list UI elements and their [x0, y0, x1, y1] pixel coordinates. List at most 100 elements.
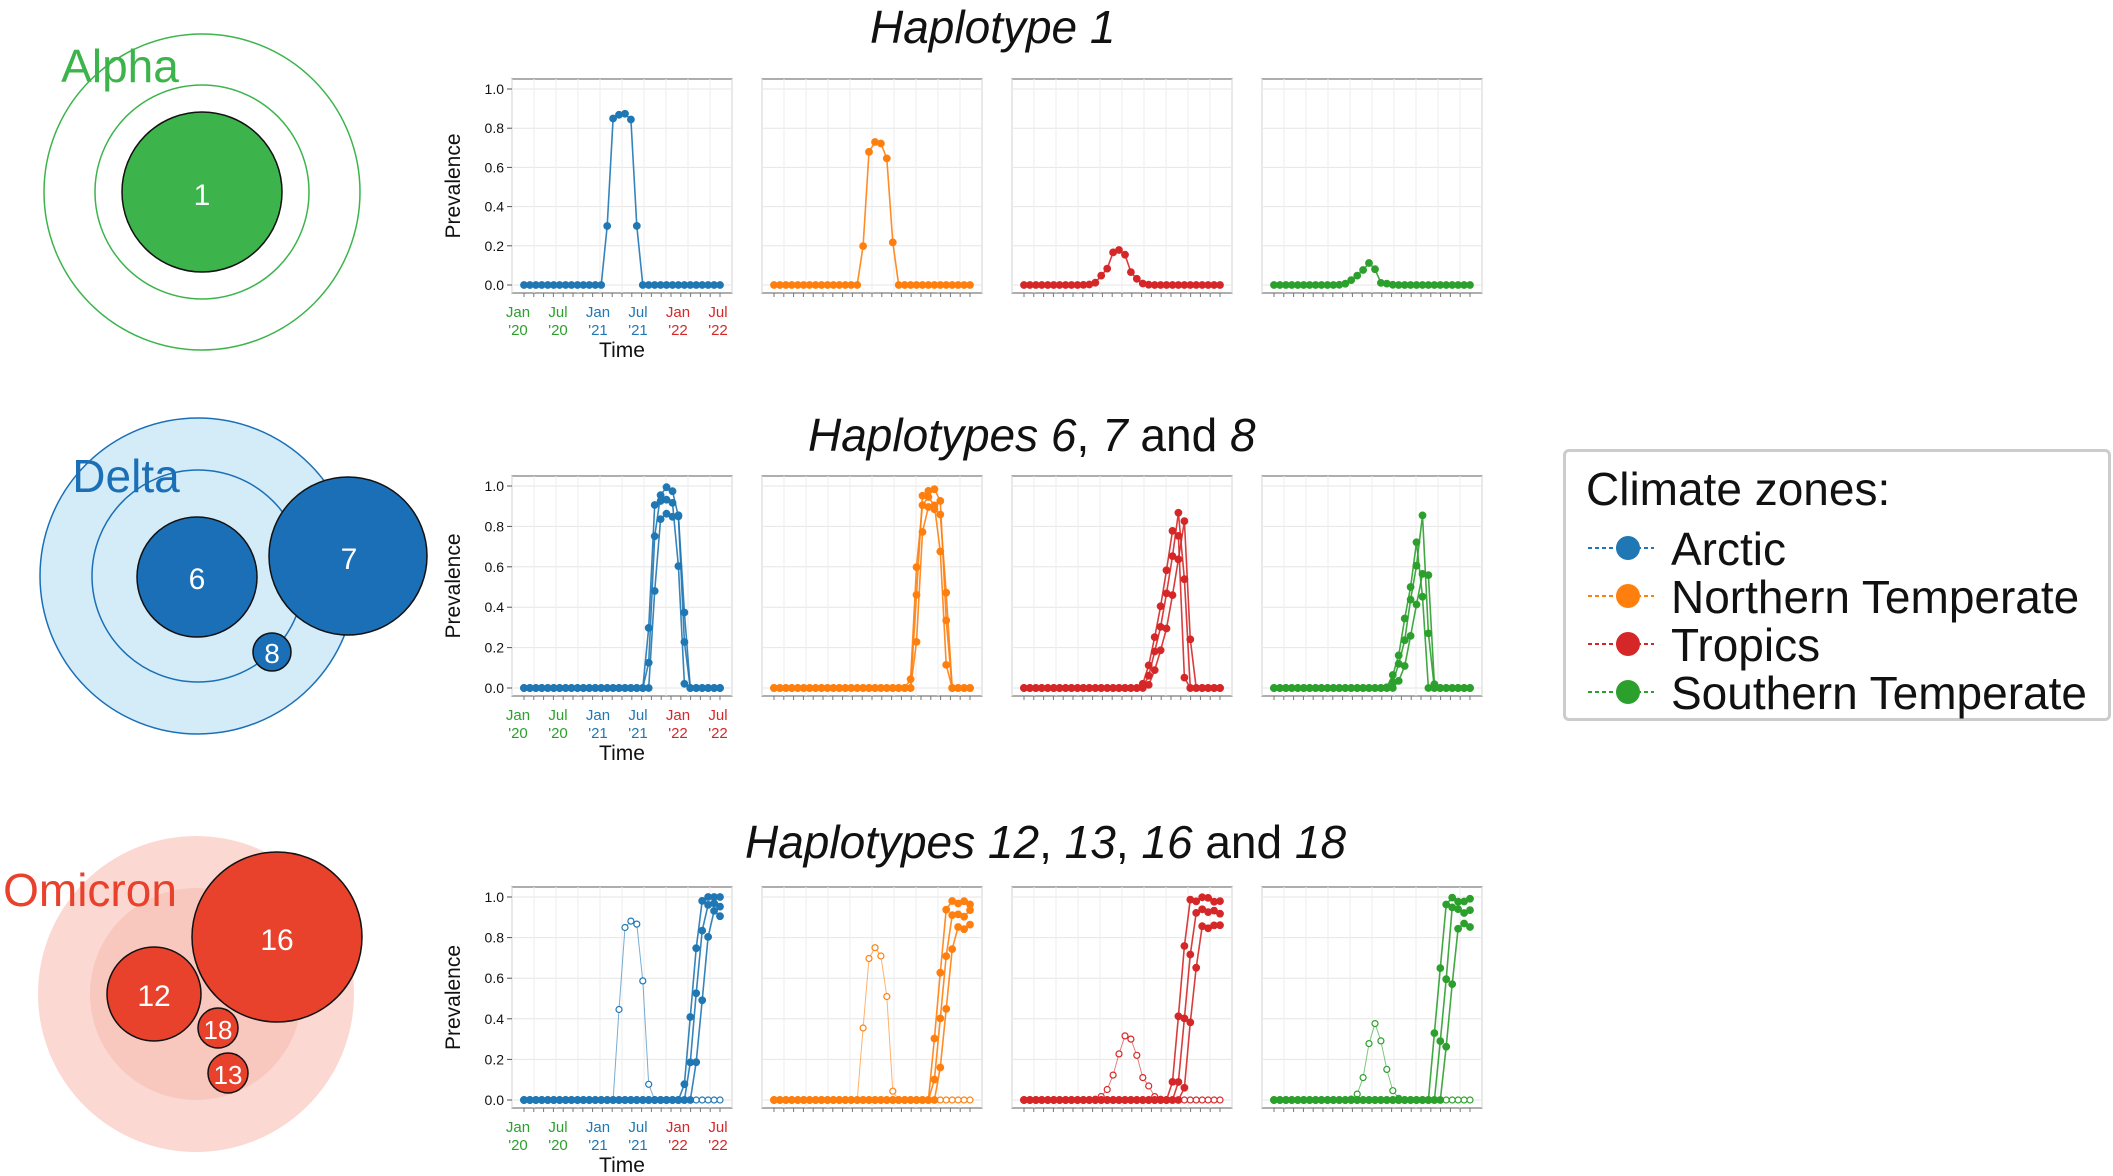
data-point: [1162, 624, 1171, 633]
data-point: [936, 510, 945, 519]
data-point: [1448, 893, 1457, 902]
x-tick-label-year: '22: [668, 1137, 688, 1154]
x-tick-label-month: Jan: [586, 1119, 610, 1136]
data-point: [1174, 1078, 1183, 1086]
data-point: [1394, 677, 1403, 685]
data-point: [877, 952, 885, 960]
legend-label: Tropics: [1671, 619, 1821, 671]
title-fragment: Haplotypes 12: [745, 816, 1040, 868]
haplotype-1-label: 1: [194, 179, 211, 212]
data-point: [1436, 1096, 1445, 1104]
y-tick-label: 0.0: [485, 277, 505, 293]
x-tick-label-month: Jul: [708, 1119, 727, 1136]
data-point: [621, 923, 629, 932]
haplotype-1-bubble: [121, 111, 283, 273]
data-point: [1436, 964, 1445, 972]
x-tick-label-month: Jan: [586, 707, 610, 724]
data-point: [1454, 905, 1462, 913]
data-point: [1204, 894, 1212, 902]
y-tick-label: 0.8: [485, 120, 505, 136]
title-fragment: 16: [1141, 816, 1193, 868]
data-point: [942, 905, 951, 914]
data-point: [966, 906, 974, 914]
chart-panel-tropics: [1011, 886, 1233, 1112]
data-point: [942, 661, 951, 669]
title-fragment: 8: [1229, 409, 1256, 461]
title-fragment: and: [1192, 816, 1295, 868]
data-point: [698, 1096, 706, 1104]
omicron-label: Omicron: [3, 864, 177, 916]
title-fragment: ,: [1039, 816, 1065, 868]
data-point: [1216, 1096, 1224, 1104]
alpha-inner-ring: [94, 84, 310, 300]
data-point: [1103, 264, 1112, 273]
x-tick-label-month: Jul: [628, 707, 647, 724]
chart-panel-northern-temperate: [761, 886, 983, 1112]
data-point: [1198, 1096, 1206, 1104]
data-point: [1186, 1018, 1195, 1027]
data-point: [1180, 1083, 1189, 1092]
data-point: [1174, 508, 1183, 517]
haplotype-12-bubble: [106, 946, 202, 1042]
data-point: [1383, 1065, 1391, 1074]
data-point: [1418, 511, 1427, 520]
x-tick-label-month: Jul: [628, 1119, 647, 1136]
chart-panel-northern-temperate: [761, 78, 983, 297]
data-point: [668, 487, 677, 496]
x-tick-label-year: '20: [548, 725, 568, 742]
row-title-delta: Haplotypes 6, 7 and 8: [808, 408, 1256, 462]
data-point: [889, 1087, 897, 1095]
x-tick-label-month: Jul: [548, 1119, 567, 1136]
data-point: [942, 1005, 951, 1013]
data-point: [948, 1096, 956, 1104]
data-point: [1150, 666, 1159, 674]
y-tick-label: 0.6: [485, 159, 505, 175]
data-point: [1466, 923, 1474, 931]
data-point: [1424, 571, 1433, 579]
data-point: [633, 920, 641, 928]
data-point: [1144, 661, 1153, 670]
y-tick-label: 0.2: [485, 238, 505, 254]
data-point: [1204, 1096, 1212, 1104]
data-point: [716, 902, 724, 911]
haplotype-13-label: 13: [214, 1060, 243, 1090]
data-point: [1162, 566, 1171, 575]
data-point: [1460, 1096, 1468, 1104]
data-point: [1168, 527, 1177, 535]
data-point: [1180, 1096, 1189, 1104]
data-point: [1180, 517, 1189, 525]
data-point: [865, 147, 873, 156]
data-point: [1186, 635, 1195, 644]
data-point: [650, 587, 659, 595]
data-point: [918, 528, 927, 536]
data-point: [930, 485, 939, 494]
data-point: [662, 509, 671, 518]
x-axis-label: Time: [599, 339, 645, 362]
chart-panel-tropics: [1011, 78, 1233, 297]
data-point: [632, 221, 641, 230]
data-point: [877, 139, 885, 148]
x-tick-label-month: Jul: [628, 304, 647, 321]
data-point: [1156, 602, 1165, 611]
y-tick-label: 0.8: [485, 930, 505, 946]
haplotype-16-bubble: [191, 851, 363, 1023]
data-point: [1180, 942, 1189, 950]
data-point: [710, 1096, 718, 1104]
data-point: [883, 992, 891, 1001]
data-point: [1389, 1087, 1397, 1095]
data-point: [1400, 662, 1409, 670]
title-fragment: and: [1127, 409, 1230, 461]
data-point: [1115, 1050, 1123, 1058]
data-point: [1145, 1082, 1153, 1090]
data-point: [1192, 897, 1201, 906]
data-point: [1210, 1096, 1218, 1104]
data-point: [1180, 673, 1189, 682]
y-tick-label: 1.0: [485, 478, 505, 494]
data-point: [1442, 975, 1451, 984]
chart-panel-arctic: 0.00.20.40.60.81.0PrevalenceJan'20Jul'20…: [442, 78, 733, 362]
data-point: [1168, 591, 1177, 599]
data-point: [1359, 266, 1367, 274]
data-point: [1115, 246, 1123, 254]
data-point: [1466, 684, 1474, 692]
